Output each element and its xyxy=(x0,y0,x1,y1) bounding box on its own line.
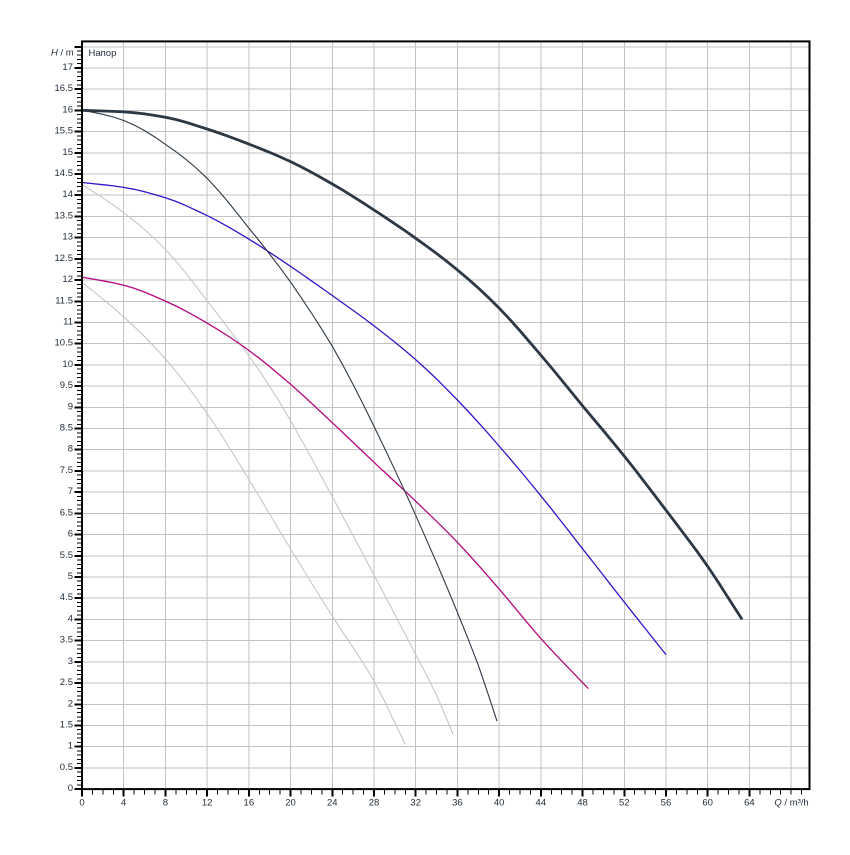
svg-text:64: 64 xyxy=(744,798,755,809)
svg-text:6.5: 6.5 xyxy=(60,507,73,518)
svg-text:9.5: 9.5 xyxy=(60,380,73,391)
svg-text:0: 0 xyxy=(68,783,73,794)
svg-text:44: 44 xyxy=(536,798,547,809)
svg-text:16: 16 xyxy=(244,798,255,809)
svg-text:36: 36 xyxy=(452,798,463,809)
svg-text:3.5: 3.5 xyxy=(60,635,73,646)
svg-text:7: 7 xyxy=(68,486,73,497)
svg-text:2: 2 xyxy=(68,698,73,709)
svg-text:13: 13 xyxy=(62,232,73,243)
svg-text:48: 48 xyxy=(577,798,588,809)
svg-text:12: 12 xyxy=(202,798,213,809)
svg-text:4: 4 xyxy=(68,613,73,624)
svg-text:12.5: 12.5 xyxy=(55,253,74,264)
svg-text:1.5: 1.5 xyxy=(60,719,73,730)
svg-text:10: 10 xyxy=(62,359,73,370)
svg-text:12: 12 xyxy=(62,274,73,285)
svg-text:9: 9 xyxy=(68,401,73,412)
svg-text:1: 1 xyxy=(68,741,73,752)
svg-text:15: 15 xyxy=(62,147,73,158)
svg-text:24: 24 xyxy=(327,798,338,809)
svg-text:8.5: 8.5 xyxy=(60,423,73,434)
svg-text:16: 16 xyxy=(62,104,73,115)
svg-text:56: 56 xyxy=(661,798,672,809)
svg-text:11.5: 11.5 xyxy=(55,295,73,306)
svg-text:Q / m³/h: Q / m³/h xyxy=(774,798,808,809)
svg-text:7.5: 7.5 xyxy=(60,465,73,476)
svg-text:40: 40 xyxy=(494,798,505,809)
svg-text:28: 28 xyxy=(369,798,380,809)
svg-text:H / m: H / m xyxy=(51,48,74,59)
svg-text:11: 11 xyxy=(63,316,73,327)
svg-text:5.5: 5.5 xyxy=(60,550,73,561)
svg-text:5: 5 xyxy=(68,571,73,582)
svg-text:17: 17 xyxy=(62,62,73,73)
svg-text:4: 4 xyxy=(121,798,126,809)
svg-text:8: 8 xyxy=(163,798,168,809)
svg-text:2.5: 2.5 xyxy=(60,677,73,688)
svg-text:10.5: 10.5 xyxy=(55,338,74,349)
svg-text:15.5: 15.5 xyxy=(55,126,74,137)
svg-text:60: 60 xyxy=(702,798,713,809)
svg-text:4.5: 4.5 xyxy=(60,592,73,603)
svg-text:32: 32 xyxy=(410,798,421,809)
svg-text:14: 14 xyxy=(62,189,73,200)
svg-text:16.5: 16.5 xyxy=(55,83,74,94)
svg-text:52: 52 xyxy=(619,798,630,809)
svg-text:0: 0 xyxy=(79,798,84,809)
svg-text:8: 8 xyxy=(68,444,73,455)
svg-text:14.5: 14.5 xyxy=(55,168,74,179)
svg-text:3: 3 xyxy=(68,656,73,667)
svg-text:20: 20 xyxy=(285,798,296,809)
svg-text:13.5: 13.5 xyxy=(55,210,74,221)
svg-text:6: 6 xyxy=(68,529,73,540)
svg-text:0.5: 0.5 xyxy=(60,762,73,773)
svg-text:Напор: Напор xyxy=(89,48,117,59)
